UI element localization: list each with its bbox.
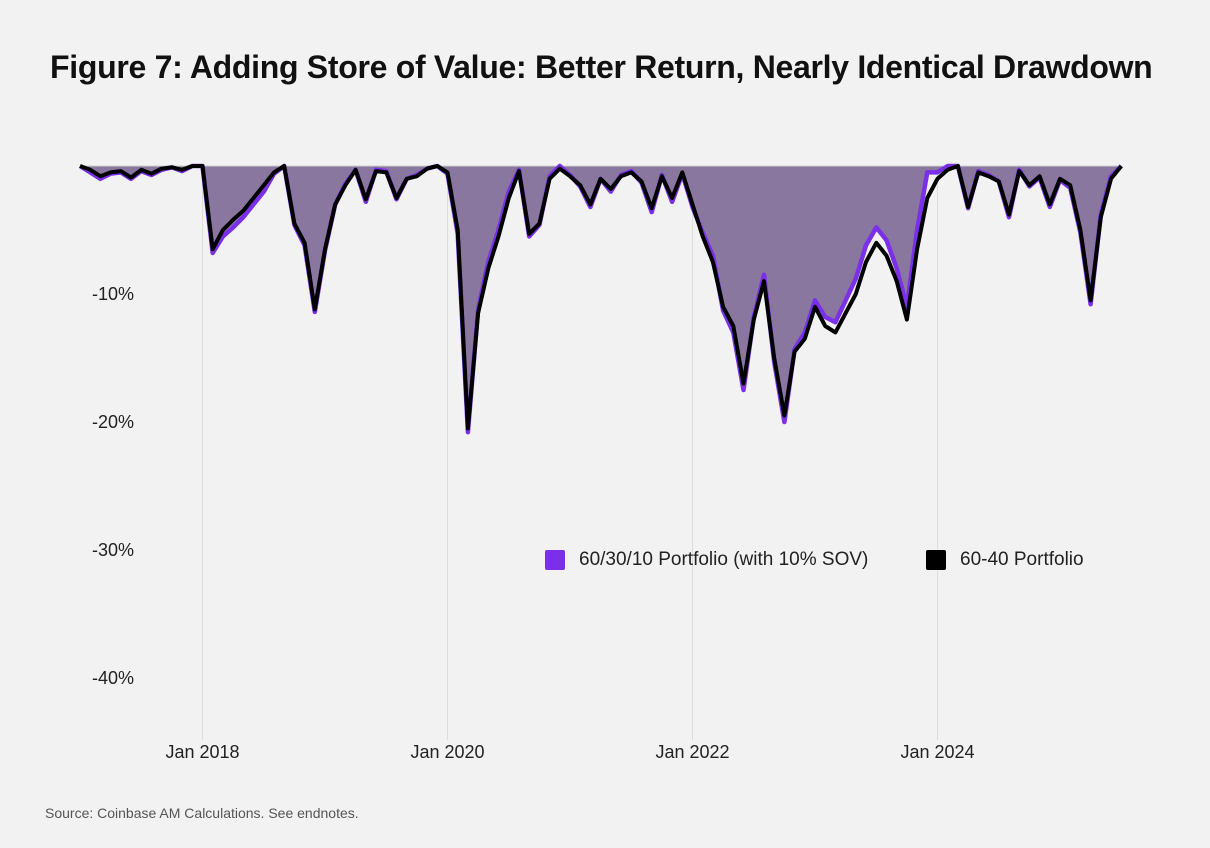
legend-label-6040: 60-40 Portfolio bbox=[960, 549, 1084, 570]
series-line-6040 bbox=[79, 164, 1123, 431]
y-tick-label: -10% bbox=[92, 284, 134, 304]
source-note: Source: Coinbase AM Calculations. See en… bbox=[45, 805, 359, 821]
legend-swatch-6040 bbox=[926, 550, 946, 570]
y-tick-label: -20% bbox=[92, 412, 134, 432]
legend-item-6040: 60-40 Portfolio bbox=[926, 549, 1084, 571]
legend-swatch-sov bbox=[545, 550, 565, 570]
x-tick-label: Jan 2022 bbox=[655, 742, 729, 762]
y-tick-label: -30% bbox=[92, 540, 134, 560]
legend-label-sov: 60/30/10 Portfolio (with 10% SOV) bbox=[579, 549, 869, 570]
x-tick-label: Jan 2024 bbox=[900, 742, 974, 762]
legend-item-sov: 60/30/10 Portfolio (with 10% SOV) bbox=[545, 549, 868, 571]
x-tick-label: Jan 2020 bbox=[410, 742, 484, 762]
chart-title: Figure 7: Adding Store of Value: Better … bbox=[50, 49, 1153, 85]
x-tick-label: Jan 2018 bbox=[165, 742, 239, 762]
series-area-sov bbox=[80, 166, 1122, 433]
y-tick-label: -40% bbox=[92, 668, 134, 688]
